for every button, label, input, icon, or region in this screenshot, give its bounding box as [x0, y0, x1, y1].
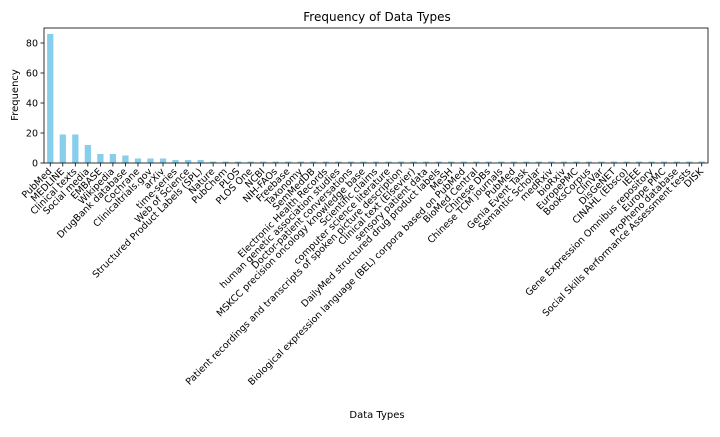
bar: [310, 161, 317, 163]
plot-frame: [43, 27, 709, 164]
bar: [147, 158, 154, 163]
bar: [235, 161, 242, 163]
bar: [598, 161, 605, 163]
bar: [460, 161, 467, 163]
bar: [210, 161, 217, 163]
bar: [422, 161, 430, 163]
y-tick-label: 40: [26, 99, 38, 110]
bar: [686, 161, 693, 163]
y-tick-label: 0: [32, 159, 38, 170]
bar: [297, 161, 304, 163]
bar: [448, 161, 455, 163]
bar: [510, 161, 517, 163]
bar: [473, 161, 480, 163]
bar: [610, 161, 618, 163]
bar: [59, 134, 66, 163]
bar: [623, 161, 630, 163]
bar: [560, 161, 568, 163]
bar: [184, 160, 192, 163]
y-ticks-group: 0 20 40 60 80: [26, 39, 44, 170]
bar: [285, 161, 292, 163]
bar: [498, 161, 505, 163]
bar: [272, 161, 279, 163]
bar: [335, 161, 342, 163]
y-tick-label: 20: [26, 129, 38, 140]
bar: [661, 161, 668, 163]
bar: [573, 161, 580, 163]
y-tick-label: 60: [26, 69, 38, 80]
bar: [698, 161, 705, 163]
bar: [322, 161, 330, 163]
bar: [535, 161, 542, 163]
bar: [397, 161, 405, 163]
bar: [122, 155, 129, 163]
bar: [84, 145, 91, 163]
y-axis-label: Frequency: [10, 69, 21, 121]
bar: [485, 161, 492, 163]
bar: [635, 161, 643, 163]
bar: [172, 160, 179, 163]
bar: [435, 161, 442, 163]
bar: [197, 160, 204, 163]
bar: [222, 161, 229, 163]
bar: [360, 161, 367, 163]
bar: [385, 161, 392, 163]
y-tick-label: 80: [26, 39, 38, 50]
x-axis-label: Data Types: [349, 410, 404, 421]
bar: [109, 154, 117, 163]
bar: [260, 161, 267, 163]
bar: [347, 161, 355, 163]
bar: [247, 161, 254, 163]
bar: [585, 161, 593, 163]
bars-group: [47, 34, 705, 163]
bar: [159, 158, 167, 163]
bar: [372, 161, 380, 163]
chart-title: Frequency of Data Types: [303, 10, 450, 24]
bar: [47, 34, 54, 163]
bar: [523, 161, 530, 163]
bar: [648, 161, 655, 163]
bar: [72, 134, 79, 163]
bar: [134, 158, 142, 163]
bar: [410, 161, 417, 163]
bar: [548, 161, 555, 163]
bar: [97, 154, 104, 163]
bar: [673, 161, 680, 163]
